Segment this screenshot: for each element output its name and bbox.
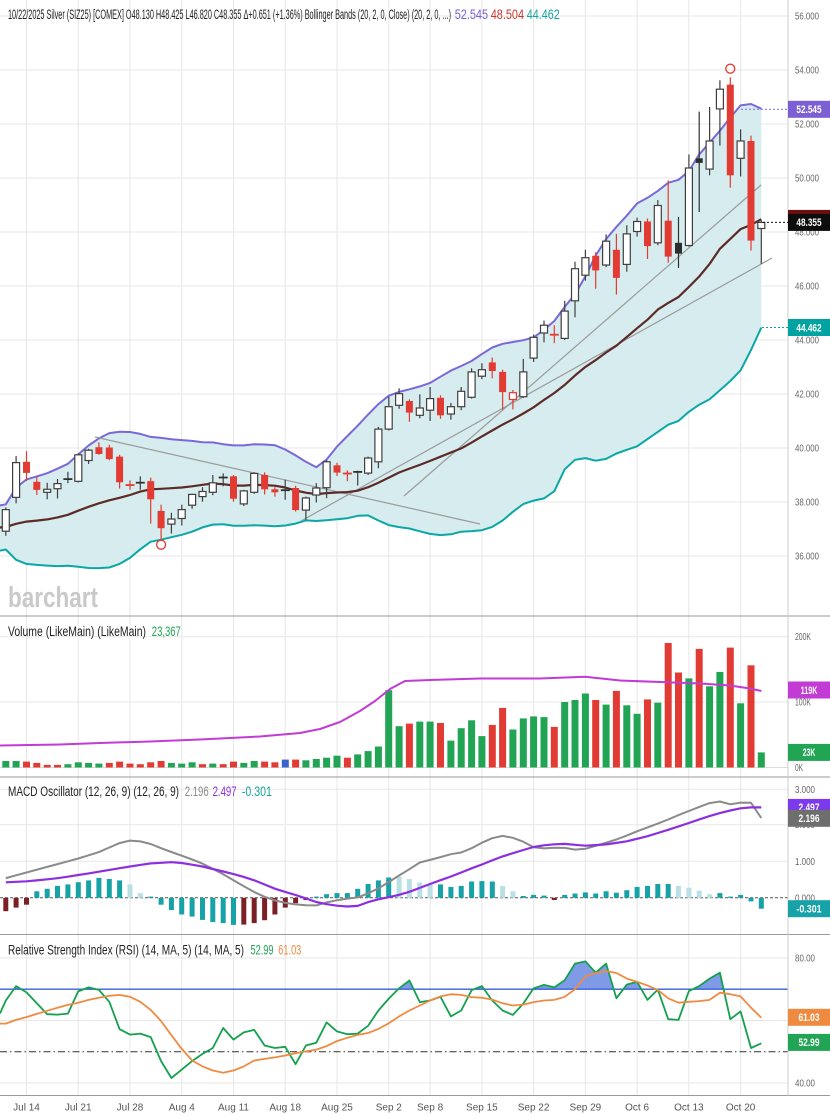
svg-text:44.000: 44.000 bbox=[795, 336, 819, 347]
svg-text:40.000: 40.000 bbox=[795, 444, 819, 455]
svg-text:54.000: 54.000 bbox=[795, 66, 819, 77]
svg-text:48.504: 48.504 bbox=[491, 7, 525, 22]
svg-text:0K: 0K bbox=[795, 763, 803, 774]
svg-text:48.355: 48.355 bbox=[796, 217, 821, 229]
svg-text:61.03: 61.03 bbox=[278, 942, 301, 957]
svg-text:Oct 13: Oct 13 bbox=[674, 1103, 704, 1114]
svg-text:52.545: 52.545 bbox=[796, 104, 821, 116]
svg-text:52.99: 52.99 bbox=[251, 942, 274, 957]
svg-text:36.000: 36.000 bbox=[795, 552, 819, 563]
svg-text:Relative Strength Index (RSI): Relative Strength Index (RSI) (14, MA, 5… bbox=[8, 942, 244, 957]
svg-text:46.000: 46.000 bbox=[795, 282, 819, 293]
svg-text:Oct 20: Oct 20 bbox=[726, 1103, 756, 1114]
svg-text:80.00: 80.00 bbox=[795, 954, 815, 965]
svg-text:2.196: 2.196 bbox=[799, 813, 820, 825]
svg-text:0.000: 0.000 bbox=[795, 893, 815, 904]
svg-text:-0.301: -0.301 bbox=[242, 784, 272, 799]
svg-text:Sep 29: Sep 29 bbox=[570, 1103, 602, 1114]
svg-text:Sep 22: Sep 22 bbox=[518, 1103, 550, 1114]
svg-text:119K: 119K bbox=[801, 685, 818, 697]
svg-text:40.00: 40.00 bbox=[795, 1079, 815, 1090]
svg-text:Aug 25: Aug 25 bbox=[321, 1103, 353, 1114]
svg-text:2.196: 2.196 bbox=[185, 784, 209, 799]
svg-text:Sep 8: Sep 8 bbox=[417, 1103, 444, 1114]
svg-text:3.000: 3.000 bbox=[795, 785, 815, 796]
svg-text:Jul 14: Jul 14 bbox=[13, 1103, 40, 1114]
svg-text:44.462: 44.462 bbox=[796, 322, 821, 334]
svg-text:23K: 23K bbox=[803, 747, 816, 759]
svg-text:-0.301: -0.301 bbox=[796, 904, 821, 916]
svg-text:Aug 18: Aug 18 bbox=[269, 1103, 301, 1114]
svg-text:42.000: 42.000 bbox=[795, 390, 819, 401]
svg-text:52.99: 52.99 bbox=[799, 1037, 820, 1049]
svg-text:Oct 6: Oct 6 bbox=[625, 1103, 649, 1114]
svg-text:barchart: barchart bbox=[8, 582, 98, 614]
svg-text:61.03: 61.03 bbox=[799, 1012, 820, 1024]
svg-text:48.000: 48.000 bbox=[795, 228, 819, 239]
svg-text:1.000: 1.000 bbox=[795, 857, 815, 868]
svg-text:Sep 2: Sep 2 bbox=[376, 1103, 403, 1114]
svg-text:56.000: 56.000 bbox=[795, 12, 819, 23]
svg-text:Aug 11: Aug 11 bbox=[218, 1103, 249, 1114]
svg-text:MACD Oscillator (12, 26, 9) (: MACD Oscillator (12, 26, 9) (12, 26, 9) bbox=[8, 784, 179, 799]
svg-text:Volume (LikeMain) (LikeMain): Volume (LikeMain) (LikeMain) bbox=[8, 624, 146, 639]
svg-text:38.000: 38.000 bbox=[795, 498, 819, 509]
svg-text:Jul 28: Jul 28 bbox=[117, 1103, 144, 1114]
svg-text:Jul 21: Jul 21 bbox=[65, 1103, 92, 1114]
svg-text:23,367: 23,367 bbox=[152, 624, 181, 639]
svg-text:200K: 200K bbox=[795, 632, 811, 643]
svg-text:100K: 100K bbox=[795, 698, 811, 709]
svg-text:44.462: 44.462 bbox=[527, 7, 560, 22]
svg-text:Aug 4: Aug 4 bbox=[169, 1103, 196, 1114]
svg-text:Sep 15: Sep 15 bbox=[466, 1103, 498, 1114]
svg-text:52.000: 52.000 bbox=[795, 120, 819, 131]
svg-text:10/22/2025 Silver (SIZ25) [COM: 10/22/2025 Silver (SIZ25) [COMEX] O48.13… bbox=[8, 7, 451, 22]
svg-text:52.545: 52.545 bbox=[455, 7, 488, 22]
svg-text:50.000: 50.000 bbox=[795, 174, 819, 185]
svg-text:2.497: 2.497 bbox=[213, 784, 237, 799]
